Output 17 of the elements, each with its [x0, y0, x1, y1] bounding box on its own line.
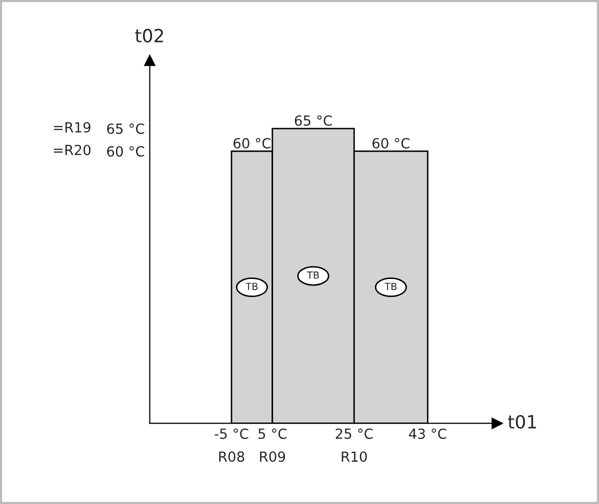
data-label: 60 °C — [372, 138, 410, 149]
annotation: R08 — [219, 451, 244, 462]
x-axis-title: t01 — [508, 414, 536, 429]
annotation: TB — [384, 282, 397, 290]
annotation: R10 — [342, 451, 367, 462]
annotation: TB — [306, 272, 319, 279]
text: =R19 — [54, 122, 90, 133]
data-label: 60 °C — [234, 138, 271, 149]
y-axis-title: t02 — [135, 28, 163, 42]
x-tick-label: 43 °C — [409, 428, 446, 439]
x-tick-label: 5 °C — [258, 428, 287, 439]
x-tick-label: 25 °C — [336, 428, 373, 439]
annotation: R09 — [260, 451, 286, 462]
annotation: TB — [246, 282, 258, 290]
data-label: 65 °C — [294, 115, 332, 126]
x-tick-label: -5 °C — [214, 428, 248, 439]
text: =R20 — [54, 144, 90, 156]
